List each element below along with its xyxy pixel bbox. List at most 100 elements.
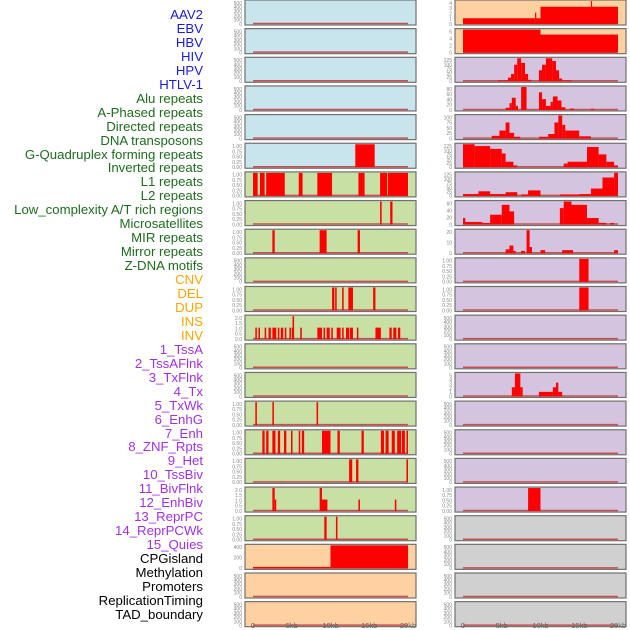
y-tick-label: 0.75: [442, 493, 452, 499]
y-tick-label: 1.0: [235, 498, 242, 504]
y-tick-label: 100: [234, 619, 243, 625]
y-tick-label: 0: [449, 566, 452, 572]
y-tick-label: 400: [444, 349, 453, 355]
data-bar: [346, 327, 350, 340]
y-tick-label: 300: [444, 525, 453, 531]
y-tick-label: 200: [444, 558, 453, 564]
data-bar: [465, 221, 483, 225]
track-label: 9_Het: [167, 453, 203, 469]
data-bar: [521, 250, 525, 254]
data-bar: [505, 122, 510, 139]
track-label: 4_Tx: [173, 383, 203, 399]
data-bar: [373, 287, 376, 311]
data-bar: [324, 516, 327, 540]
y-tick-label: 0: [239, 50, 242, 56]
y-tick-label: 400: [234, 5, 243, 11]
y-tick-label: 125: [444, 58, 453, 64]
data-bar: [330, 545, 408, 569]
y-tick-label: 0.50: [442, 298, 452, 304]
y-tick-label: 0.50: [232, 470, 242, 476]
data-bar: [509, 132, 515, 139]
y-tick-label: 40: [446, 208, 452, 214]
y-tick-label: 200: [234, 357, 243, 363]
y-tick-label: 2: [449, 43, 452, 49]
y-tick-label: 200: [234, 71, 243, 77]
y-tick-label: 400: [444, 549, 453, 555]
track-label: EBV: [176, 20, 203, 36]
data-bar: [289, 327, 291, 340]
y-tick-label: 200: [444, 415, 453, 421]
y-tick-label: 400: [444, 463, 453, 469]
y-tick-label: 300: [234, 95, 243, 101]
y-tick-label: 500: [444, 602, 453, 608]
y-tick-label: 0: [449, 22, 452, 28]
y-tick-label: 1.00: [232, 230, 242, 236]
data-bar: [567, 161, 587, 168]
data-bar: [355, 144, 375, 168]
data-bar: [559, 208, 564, 225]
data-bar: [331, 327, 333, 340]
y-tick-label: 300: [234, 9, 243, 15]
y-tick-label: 0: [449, 108, 452, 114]
y-tick-label: 40: [446, 97, 452, 103]
y-tick-label: 400: [444, 406, 453, 412]
y-tick-label: 25: [446, 161, 452, 167]
data-bar: [280, 327, 284, 340]
panel-background: [244, 142, 417, 169]
y-tick-label: 4: [449, 1, 452, 7]
data-bar: [545, 105, 551, 110]
y-tick-label: 0: [449, 79, 452, 85]
track-panel: 1.000.750.500.250.00: [232, 142, 417, 171]
data-bar: [406, 459, 408, 483]
y-tick-label: 0.25: [232, 246, 242, 252]
y-tick-label: 4: [449, 377, 452, 383]
y-tick-label: 0.25: [442, 303, 452, 309]
data-bar: [380, 430, 384, 454]
data-bar: [563, 201, 572, 225]
data-bar: [521, 194, 529, 196]
track-label: HTLV-1: [159, 76, 203, 92]
data-bar: [505, 161, 514, 168]
y-tick-label: 200: [444, 529, 453, 535]
data-bar: [561, 107, 566, 110]
y-tick-label: 200: [234, 556, 243, 562]
x-tick-label: 0: [461, 621, 465, 630]
y-tick-label: 0: [239, 79, 242, 85]
y-tick-label: 400: [234, 607, 243, 613]
data-bar: [326, 327, 330, 340]
data-bar: [542, 64, 546, 82]
y-tick-label: 0.25: [232, 532, 242, 538]
track-label: ReplicationTiming: [98, 592, 203, 608]
data-bar: [542, 99, 546, 110]
y-tick-label: 100: [444, 333, 453, 339]
y-tick-label: 100: [444, 115, 453, 121]
data-bar: [491, 135, 500, 139]
y-tick-label: 500: [444, 574, 453, 580]
y-tick-label: 200: [234, 271, 243, 277]
track-panel: 1.000.750.500.250.00: [232, 429, 417, 458]
data-bar: [394, 499, 397, 512]
data-bar: [357, 230, 360, 254]
panel-background: [454, 314, 627, 341]
data-bar: [538, 92, 543, 110]
y-tick-label: 0.75: [232, 149, 242, 155]
y-tick-label: 0: [449, 480, 452, 486]
data-bar: [598, 154, 607, 168]
y-tick-label: 100: [234, 18, 243, 24]
y-tick-label: 0.75: [442, 264, 452, 270]
track-label: 12_EnhBiv: [139, 495, 203, 511]
y-tick-label: 400: [444, 435, 453, 441]
data-bar: [540, 250, 546, 254]
track-label: Mirror repeats: [120, 244, 203, 260]
data-bar: [590, 108, 594, 110]
data-bar: [507, 77, 512, 82]
y-tick-label: 300: [234, 382, 243, 388]
y-tick-label: 1.00: [232, 517, 242, 523]
data-bar: [614, 250, 618, 254]
